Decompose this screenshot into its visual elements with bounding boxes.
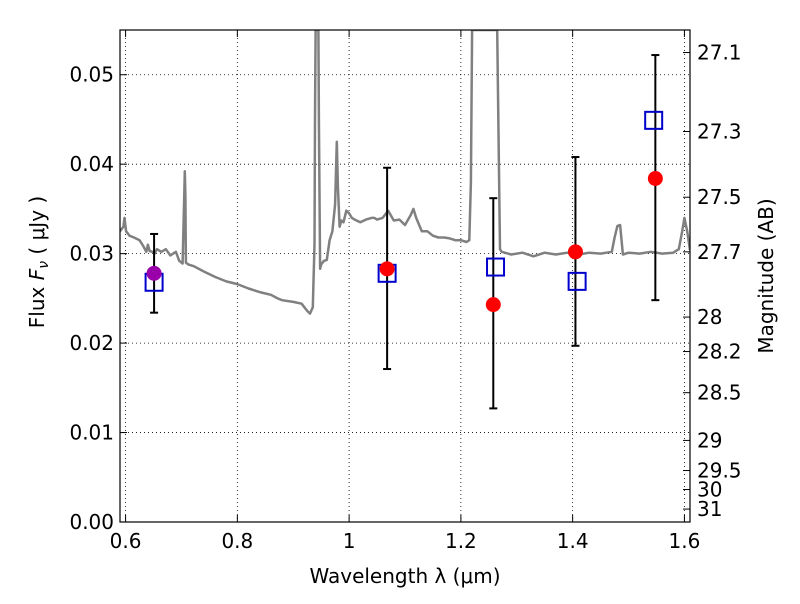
plot-area [120, 30, 690, 522]
right-tick-label: 27.5 [697, 185, 742, 209]
marker-layer [144, 110, 664, 313]
x-axis: 0.6 0.8 1 1.2 1.4 1.6 [110, 30, 701, 553]
model-square [486, 257, 506, 277]
y-tick-label: 0.03 [69, 242, 114, 266]
right-tick-label: 29 [697, 428, 722, 452]
red-point [647, 170, 663, 186]
y-axis-label-left: Flux Fν ( μJy ) [25, 196, 52, 328]
red-point [567, 244, 583, 260]
y-axis-label-right: Magnitude (AB) [754, 198, 778, 353]
right-tick-label: 29.5 [697, 459, 742, 483]
purple-point [146, 265, 162, 281]
x-axis-label: Wavelength λ (μm) [309, 564, 500, 588]
y-axis-left: 0.00 0.01 0.02 0.03 0.04 0.05 [69, 63, 127, 534]
red-point [379, 261, 395, 277]
x-tick-label: 1.6 [669, 529, 701, 553]
x-tick-label: 1 [343, 529, 356, 553]
spectrum-line [120, 30, 690, 315]
spectrum-layer [120, 30, 690, 315]
x-tick-label: 1.2 [445, 529, 477, 553]
right-tick-label: 27.1 [697, 41, 742, 65]
x-tick-label: 1.4 [557, 529, 589, 553]
right-tick-label: 28 [697, 305, 722, 329]
x-tick-label: 0.8 [221, 529, 253, 553]
right-tick-label: 28.5 [697, 381, 742, 405]
x-tick-label: 0.6 [110, 529, 142, 553]
right-tick-label: 28.2 [697, 340, 742, 364]
y-tick-label: 0.00 [69, 510, 114, 534]
y-tick-label: 0.04 [69, 152, 114, 176]
plot-frame [119, 29, 691, 523]
right-tick-label: 30 [697, 478, 722, 502]
model-square [567, 271, 587, 291]
right-tick-label: 27.7 [697, 240, 742, 264]
y-tick-label: 0.01 [69, 421, 114, 445]
right-tick-label: 31 [697, 497, 722, 521]
right-tick-label: 27.3 [697, 120, 742, 144]
red-point [485, 297, 501, 313]
y-tick-label: 0.05 [69, 63, 114, 87]
model-square [644, 110, 664, 130]
y-tick-label: 0.02 [69, 331, 114, 355]
